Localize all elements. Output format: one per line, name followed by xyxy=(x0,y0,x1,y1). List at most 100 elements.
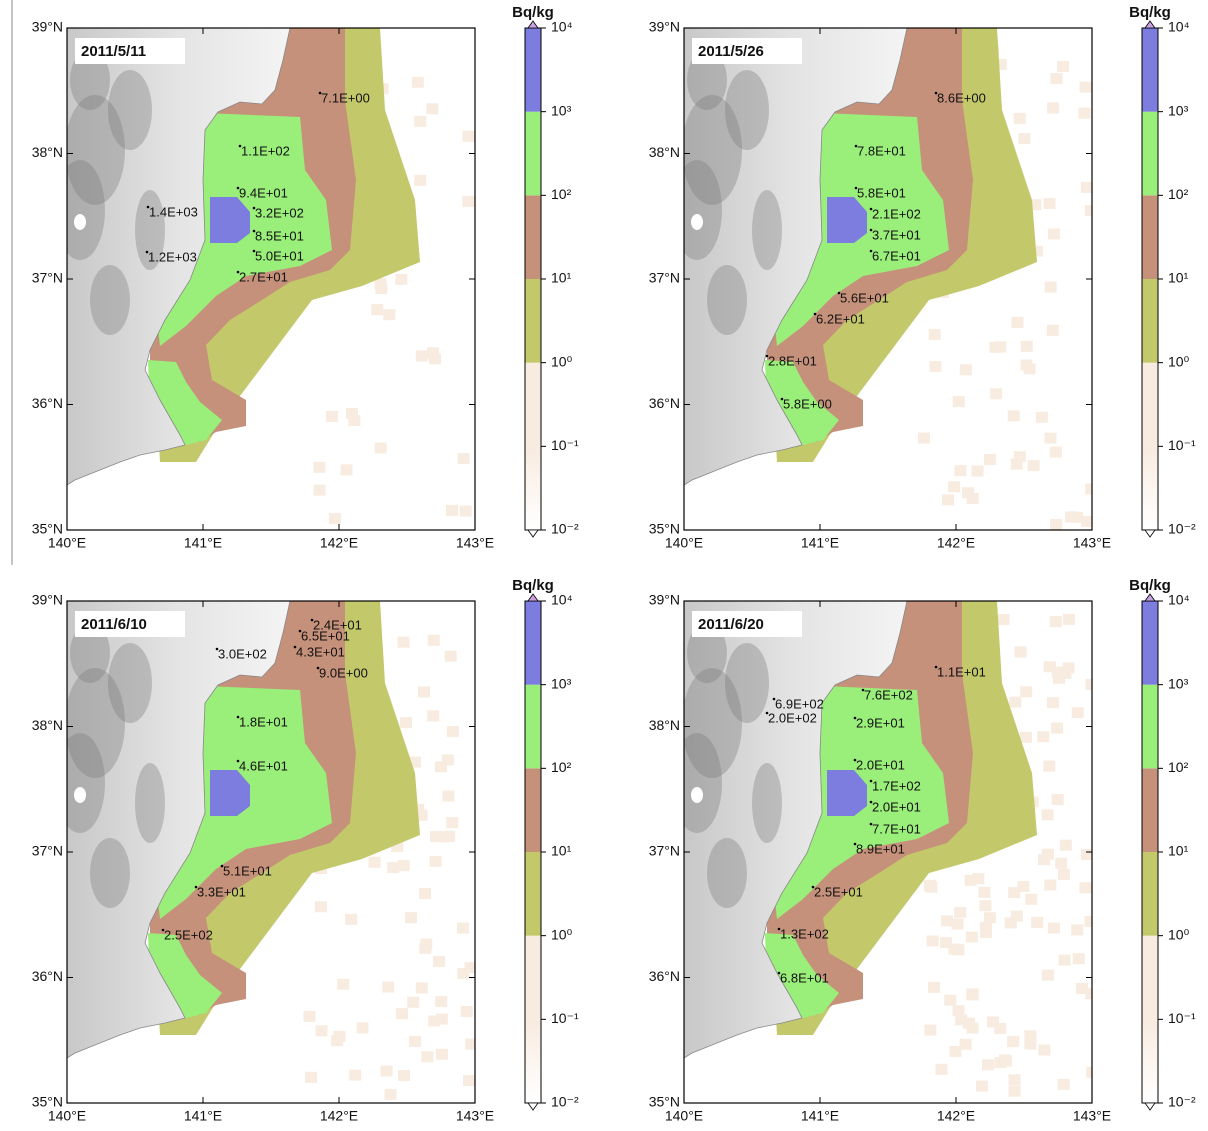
ocean-cell xyxy=(1079,882,1091,893)
ocean-cell xyxy=(387,862,399,873)
ocean-cell xyxy=(446,505,458,516)
ocean-cell xyxy=(1008,1074,1020,1085)
terrain xyxy=(90,265,130,335)
colorbar-label: 10² xyxy=(551,759,572,775)
terrain xyxy=(90,838,130,908)
terrain xyxy=(752,763,782,843)
ocean-cell xyxy=(407,997,419,1008)
ocean-cell xyxy=(357,1022,369,1033)
terrain xyxy=(672,160,722,260)
x-tick-label: 141°E xyxy=(801,535,839,551)
ocean-cell xyxy=(1043,761,1055,772)
ocean-cell xyxy=(1071,924,1083,935)
ocean-cell xyxy=(457,923,469,934)
colorbar-bin xyxy=(525,363,541,447)
ocean-cell xyxy=(428,1015,440,1026)
value-label: 6.8E+01 xyxy=(780,970,829,985)
value-label: 1.1E+02 xyxy=(241,143,290,158)
map-area xyxy=(672,28,1097,530)
ocean-cell xyxy=(460,506,472,517)
ocean-cell xyxy=(928,982,940,993)
value-label: 7.8E+01 xyxy=(857,143,906,158)
colorbar-bin xyxy=(1142,601,1158,685)
terrain xyxy=(707,838,747,908)
terrain xyxy=(752,190,782,270)
x-tick-label: 142°E xyxy=(320,535,358,551)
y-tick-label: 39°N xyxy=(32,19,63,35)
ocean-cell xyxy=(1044,661,1056,672)
ocean-cell xyxy=(416,982,428,993)
value-label: 6.9E+02 xyxy=(775,696,824,711)
colorbar-bin xyxy=(525,28,541,112)
value-label: 2.5E+02 xyxy=(164,927,213,942)
ocean-cell xyxy=(1044,198,1056,209)
ocean-cell xyxy=(1053,673,1065,684)
ocean-cell xyxy=(383,309,395,320)
ocean-cell xyxy=(1058,1079,1070,1090)
ocean-cell xyxy=(436,1049,448,1060)
x-tick-label: 141°E xyxy=(801,1108,839,1124)
colorbar-label: 10¹ xyxy=(1168,843,1189,859)
value-label: 5.0E+01 xyxy=(255,248,304,263)
colorbar-bin xyxy=(1142,112,1158,196)
ocean-cell xyxy=(941,915,953,926)
ocean-cell xyxy=(1051,723,1063,734)
colorbar-bin xyxy=(525,685,541,769)
ocean-cell xyxy=(349,1070,361,1081)
value-label: 1.7E+02 xyxy=(872,778,921,793)
ocean-cell xyxy=(315,1025,327,1036)
ocean-cell xyxy=(967,989,979,1000)
date-label: 2011/6/20 xyxy=(698,616,764,633)
ocean-cell xyxy=(1050,447,1062,458)
ocean-cell xyxy=(421,1051,433,1062)
ocean-cell xyxy=(960,364,972,375)
terrain xyxy=(707,265,747,335)
colorbar-label: 10⁴ xyxy=(1168,19,1190,35)
ocean-cell xyxy=(1047,697,1059,708)
colorbar-bin xyxy=(525,601,541,685)
terrain xyxy=(725,70,769,150)
x-tick-label: 143°E xyxy=(1073,1108,1111,1124)
colorbar-label: 10³ xyxy=(551,102,572,118)
ocean-cell xyxy=(395,274,407,285)
value-label: 2.8E+01 xyxy=(768,353,817,368)
ocean-cell xyxy=(461,1006,473,1017)
ocean-cell xyxy=(1063,614,1075,625)
colorbar-bin xyxy=(1142,279,1158,363)
y-tick-label: 39°N xyxy=(649,19,680,35)
colorbar-cap xyxy=(528,594,538,601)
y-tick-label: 35°N xyxy=(32,521,63,537)
x-tick-label: 143°E xyxy=(456,1108,494,1124)
ocean-cell xyxy=(419,943,431,954)
y-tick-label: 36°N xyxy=(32,395,63,411)
colorbar-label: 10² xyxy=(1168,186,1189,202)
x-tick-label: 142°E xyxy=(937,1108,975,1124)
value-label: 4.6E+01 xyxy=(239,758,288,773)
colorbar-bin xyxy=(1142,363,1158,447)
colorbar-label: 10⁰ xyxy=(551,353,573,369)
colorbar-label: 10⁻¹ xyxy=(1168,1010,1196,1026)
terrain xyxy=(135,763,165,843)
ocean-cell xyxy=(382,982,394,993)
colorbar-cap xyxy=(1145,530,1155,537)
ocean-cell xyxy=(982,1059,994,1070)
ocean-cell xyxy=(1008,887,1020,898)
ocean-cell xyxy=(930,361,942,372)
ocean-cell xyxy=(1037,731,1049,742)
ocean-cell xyxy=(329,513,341,524)
ocean-cell xyxy=(304,1011,316,1022)
x-tick-label: 140°E xyxy=(48,1108,86,1124)
colorbar-bin xyxy=(1142,446,1158,530)
ocean-cell xyxy=(1047,102,1059,113)
ocean-cell xyxy=(1012,317,1024,328)
value-label: 3.0E+02 xyxy=(218,646,267,661)
x-tick-label: 140°E xyxy=(665,1108,703,1124)
y-tick-label: 35°N xyxy=(649,521,680,537)
ocean-cell xyxy=(1071,512,1083,523)
value-label: 5.6E+01 xyxy=(840,290,889,305)
ocean-cell xyxy=(326,411,338,422)
colorbar-label: 10⁻² xyxy=(551,521,579,537)
ocean-cell xyxy=(1055,858,1067,869)
ocean-cell xyxy=(405,912,417,923)
colorbar-label: 10⁻¹ xyxy=(1168,437,1196,453)
